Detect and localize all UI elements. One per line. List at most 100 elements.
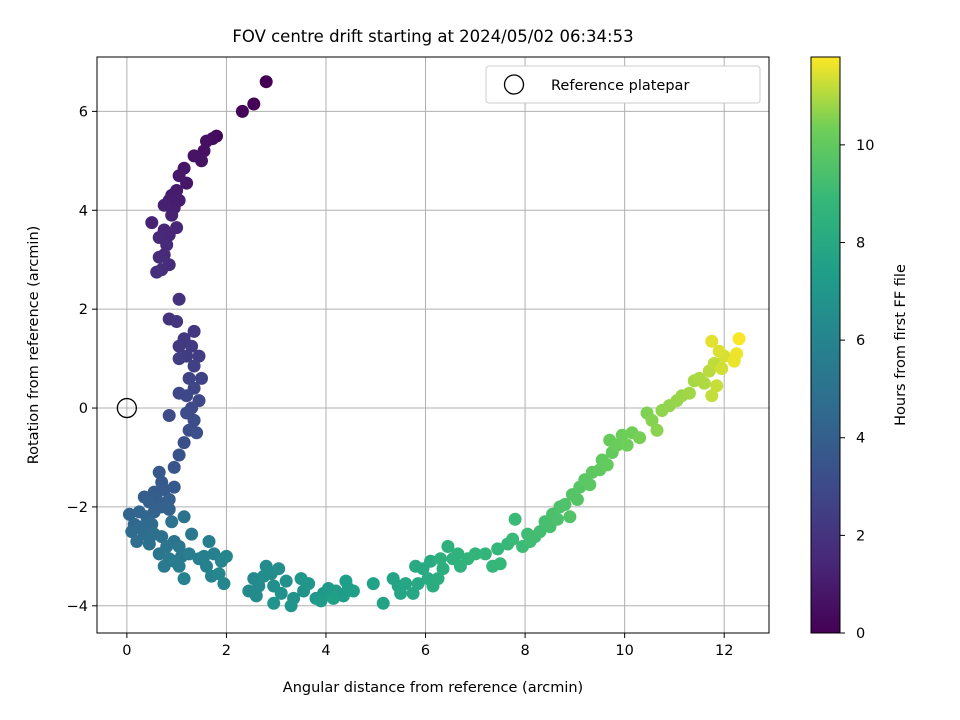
data-point bbox=[177, 510, 191, 524]
data-point bbox=[697, 376, 711, 390]
colorbar-label: Hours from first FF file bbox=[893, 264, 909, 426]
data-points bbox=[122, 75, 746, 613]
data-point bbox=[202, 535, 216, 548]
data-point bbox=[272, 562, 286, 576]
legend-reference-label: Reference platepar bbox=[551, 78, 689, 94]
data-point bbox=[434, 552, 447, 566]
data-point bbox=[491, 542, 505, 556]
x-axis-label: Angular distance from reference (arcmin) bbox=[283, 680, 583, 696]
data-point bbox=[235, 104, 249, 118]
y-tick-label: 2 bbox=[79, 302, 88, 318]
data-point bbox=[302, 577, 316, 591]
data-point bbox=[142, 495, 156, 509]
data-point bbox=[197, 549, 211, 563]
data-point bbox=[615, 428, 629, 442]
data-point bbox=[705, 334, 719, 348]
data-point bbox=[570, 493, 584, 506]
data-point bbox=[267, 596, 281, 610]
legend-box bbox=[485, 65, 761, 104]
data-point bbox=[274, 586, 288, 600]
data-point bbox=[172, 448, 186, 462]
data-point bbox=[563, 510, 577, 524]
data-point bbox=[451, 547, 465, 561]
data-point bbox=[187, 324, 201, 338]
data-point bbox=[192, 349, 206, 363]
data-point bbox=[160, 238, 174, 252]
data-point bbox=[145, 216, 159, 230]
data-point bbox=[346, 584, 360, 598]
data-point bbox=[376, 596, 390, 610]
x-tick-label: 2 bbox=[222, 643, 231, 659]
legend-reference-icon bbox=[503, 74, 525, 95]
data-point bbox=[478, 547, 492, 561]
data-point bbox=[152, 250, 166, 264]
data-point bbox=[705, 389, 719, 403]
data-point bbox=[259, 75, 273, 89]
data-point bbox=[170, 315, 184, 328]
colorbar-tick-label: 8 bbox=[856, 235, 865, 251]
y-axis-label: Rotation from reference (arcmin) bbox=[26, 226, 42, 465]
chart-title: FOV centre drift starting at 2024/05/02 … bbox=[232, 27, 633, 46]
legend: Reference platepar bbox=[485, 65, 761, 104]
data-point bbox=[710, 379, 724, 393]
data-point bbox=[200, 559, 213, 573]
data-point bbox=[122, 507, 136, 521]
y-tick-label: 4 bbox=[79, 203, 88, 219]
data-point bbox=[152, 465, 166, 479]
data-point bbox=[533, 525, 547, 539]
data-point bbox=[508, 512, 522, 526]
data-point bbox=[610, 438, 624, 452]
colorbar-tick-label: 10 bbox=[856, 138, 874, 154]
data-point bbox=[187, 413, 201, 427]
data-point bbox=[650, 423, 664, 437]
data-point bbox=[493, 557, 507, 571]
data-point bbox=[252, 579, 266, 593]
y-axis-ticks: −4 −2 0 2 4 6 bbox=[67, 104, 97, 615]
data-point bbox=[399, 577, 413, 591]
data-point bbox=[125, 525, 139, 539]
data-point bbox=[620, 438, 634, 452]
data-point bbox=[441, 540, 455, 553]
data-point bbox=[130, 535, 144, 548]
data-point bbox=[162, 228, 176, 242]
data-point bbox=[645, 413, 659, 427]
y-tick-label: 0 bbox=[79, 401, 88, 417]
data-point bbox=[185, 527, 199, 541]
data-point bbox=[732, 332, 746, 346]
data-point bbox=[682, 386, 696, 400]
data-point bbox=[366, 577, 380, 591]
x-axis-ticks: 0 2 4 6 8 10 12 bbox=[122, 633, 733, 659]
data-point bbox=[187, 149, 201, 163]
colorbar-tick-label: 6 bbox=[856, 333, 865, 349]
data-point bbox=[177, 572, 191, 586]
data-point bbox=[167, 460, 181, 474]
data-point bbox=[157, 559, 171, 573]
data-point bbox=[182, 371, 196, 385]
data-point bbox=[172, 540, 186, 553]
data-point bbox=[583, 478, 597, 492]
data-point bbox=[326, 591, 340, 605]
y-tick-label: −2 bbox=[67, 500, 88, 516]
data-point bbox=[558, 498, 572, 511]
data-point bbox=[247, 97, 261, 111]
data-point bbox=[550, 512, 564, 526]
colorbar-ticks: 0 2 4 6 8 10 bbox=[840, 138, 874, 642]
data-point bbox=[712, 344, 726, 358]
data-point bbox=[165, 208, 179, 222]
data-point bbox=[187, 359, 201, 373]
data-point bbox=[411, 577, 425, 591]
x-tick-label: 12 bbox=[715, 643, 733, 659]
data-point bbox=[219, 549, 233, 563]
data-point bbox=[633, 431, 647, 445]
colorbar: 0 2 4 6 8 10 Hours from first FF file bbox=[810, 56, 909, 642]
data-point bbox=[212, 567, 226, 581]
data-point bbox=[185, 339, 199, 353]
data-point bbox=[177, 436, 191, 450]
data-point bbox=[157, 483, 171, 497]
data-point bbox=[284, 599, 298, 613]
x-tick-label: 8 bbox=[520, 643, 529, 659]
data-point bbox=[190, 426, 204, 440]
data-point bbox=[195, 371, 208, 385]
data-point bbox=[730, 347, 744, 361]
